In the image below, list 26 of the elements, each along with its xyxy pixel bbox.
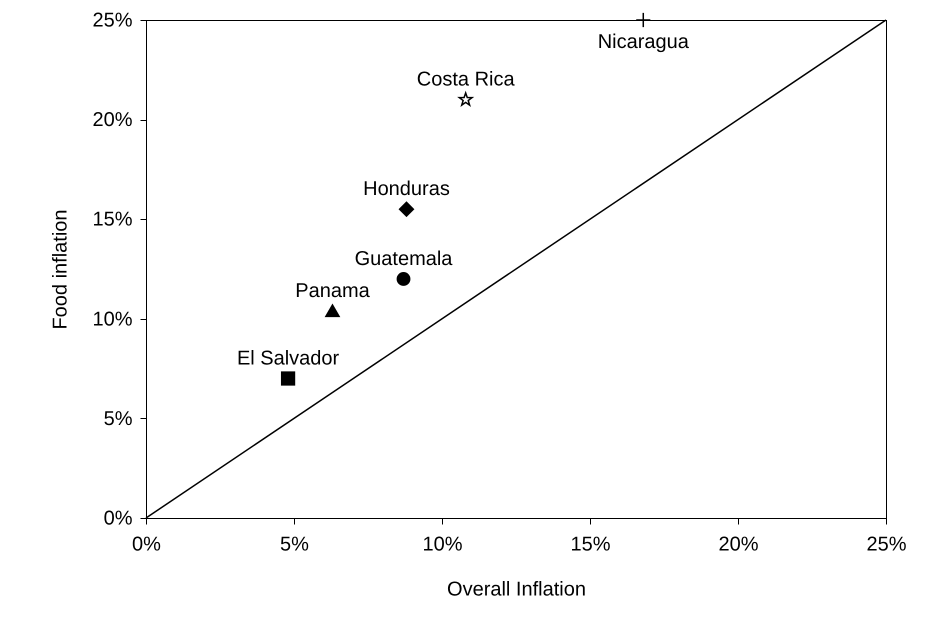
point: [280, 371, 296, 386]
x-tick-label: 0%: [132, 534, 162, 556]
series-label: Panama: [295, 280, 371, 302]
point: [325, 304, 340, 318]
x-tick-label: 20%: [718, 534, 759, 556]
y-tick-label: 20%: [92, 109, 133, 132]
series-label: Honduras: [363, 178, 450, 200]
point: [635, 12, 652, 28]
point: [458, 92, 473, 106]
y-tick-label: 10%: [92, 308, 133, 330]
series-label: Costa Rica: [416, 68, 516, 91]
y-axis-title: Food inflation: [49, 209, 72, 330]
x-tick-label: 5%: [280, 534, 310, 556]
series-label: Guatemala: [354, 248, 454, 270]
series-label: El Salvador: [236, 348, 340, 370]
x-tick-label: 25%: [866, 534, 907, 556]
x-tick-label: 10%: [422, 534, 463, 556]
y-tick-label: 5%: [104, 408, 133, 430]
y-tick-label: 25%: [92, 10, 133, 32]
series-label: Nicaragua: [598, 31, 690, 53]
x-axis-title: Overall Inflation: [447, 578, 586, 600]
point: [398, 202, 414, 217]
y-tick-label: 0%: [104, 508, 133, 530]
x-tick-label: 15%: [570, 534, 611, 556]
y-tick-label: 15%: [92, 208, 133, 231]
point: [396, 272, 410, 286]
